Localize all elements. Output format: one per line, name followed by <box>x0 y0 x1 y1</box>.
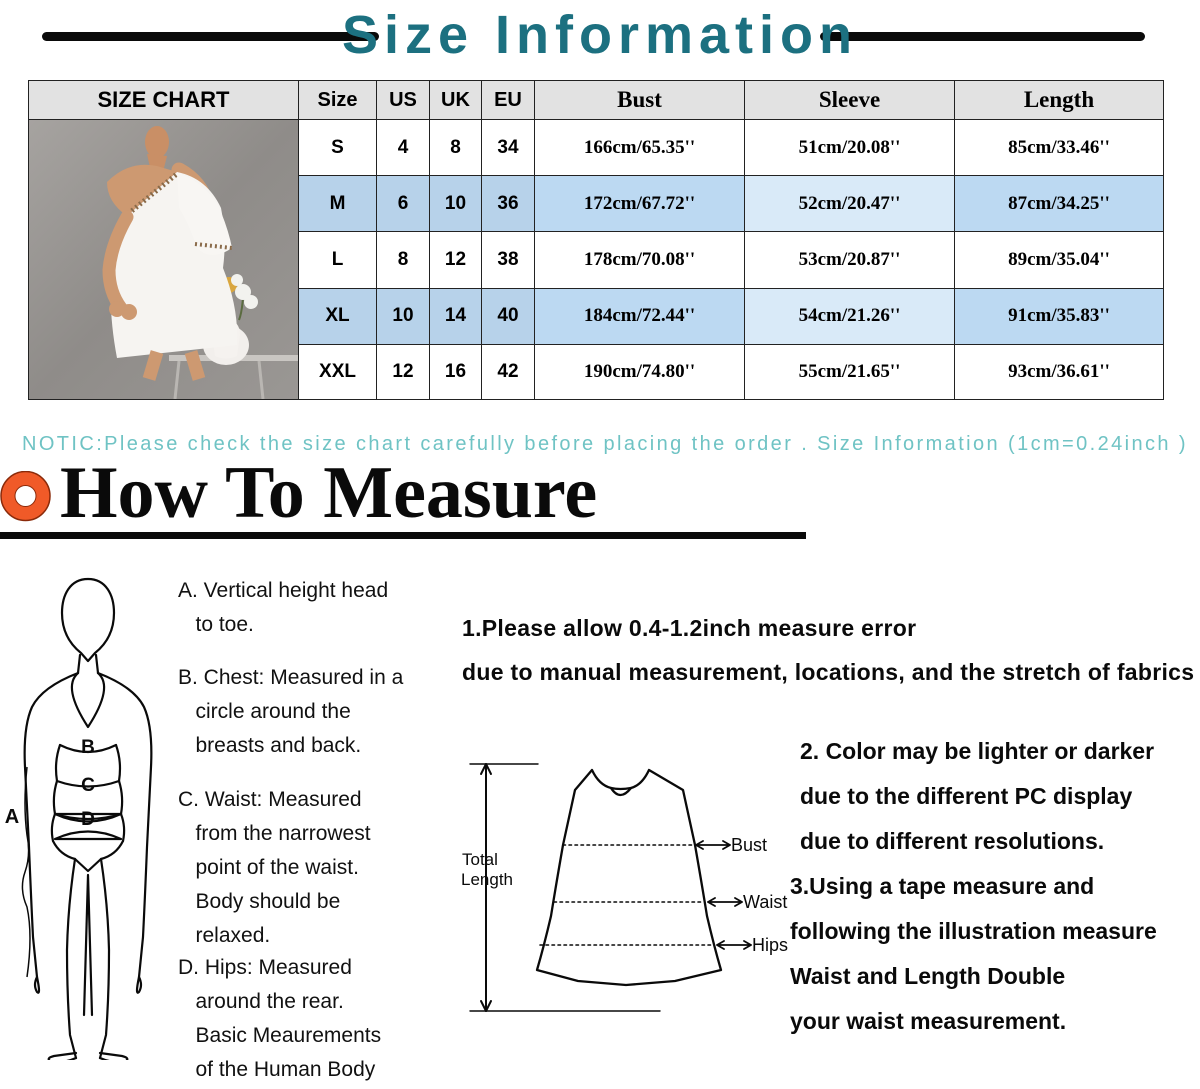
svg-text:A: A <box>5 806 19 828</box>
svg-text:Bust: Bust <box>731 835 767 855</box>
svg-text:Waist: Waist <box>743 892 787 912</box>
svg-text:Total: Total <box>462 850 498 869</box>
svg-text:Hips: Hips <box>752 935 788 955</box>
svg-text:C: C <box>81 775 95 796</box>
svg-text:Length: Length <box>461 870 513 889</box>
svg-text:B: B <box>81 737 95 758</box>
svg-text:D: D <box>81 809 95 830</box>
